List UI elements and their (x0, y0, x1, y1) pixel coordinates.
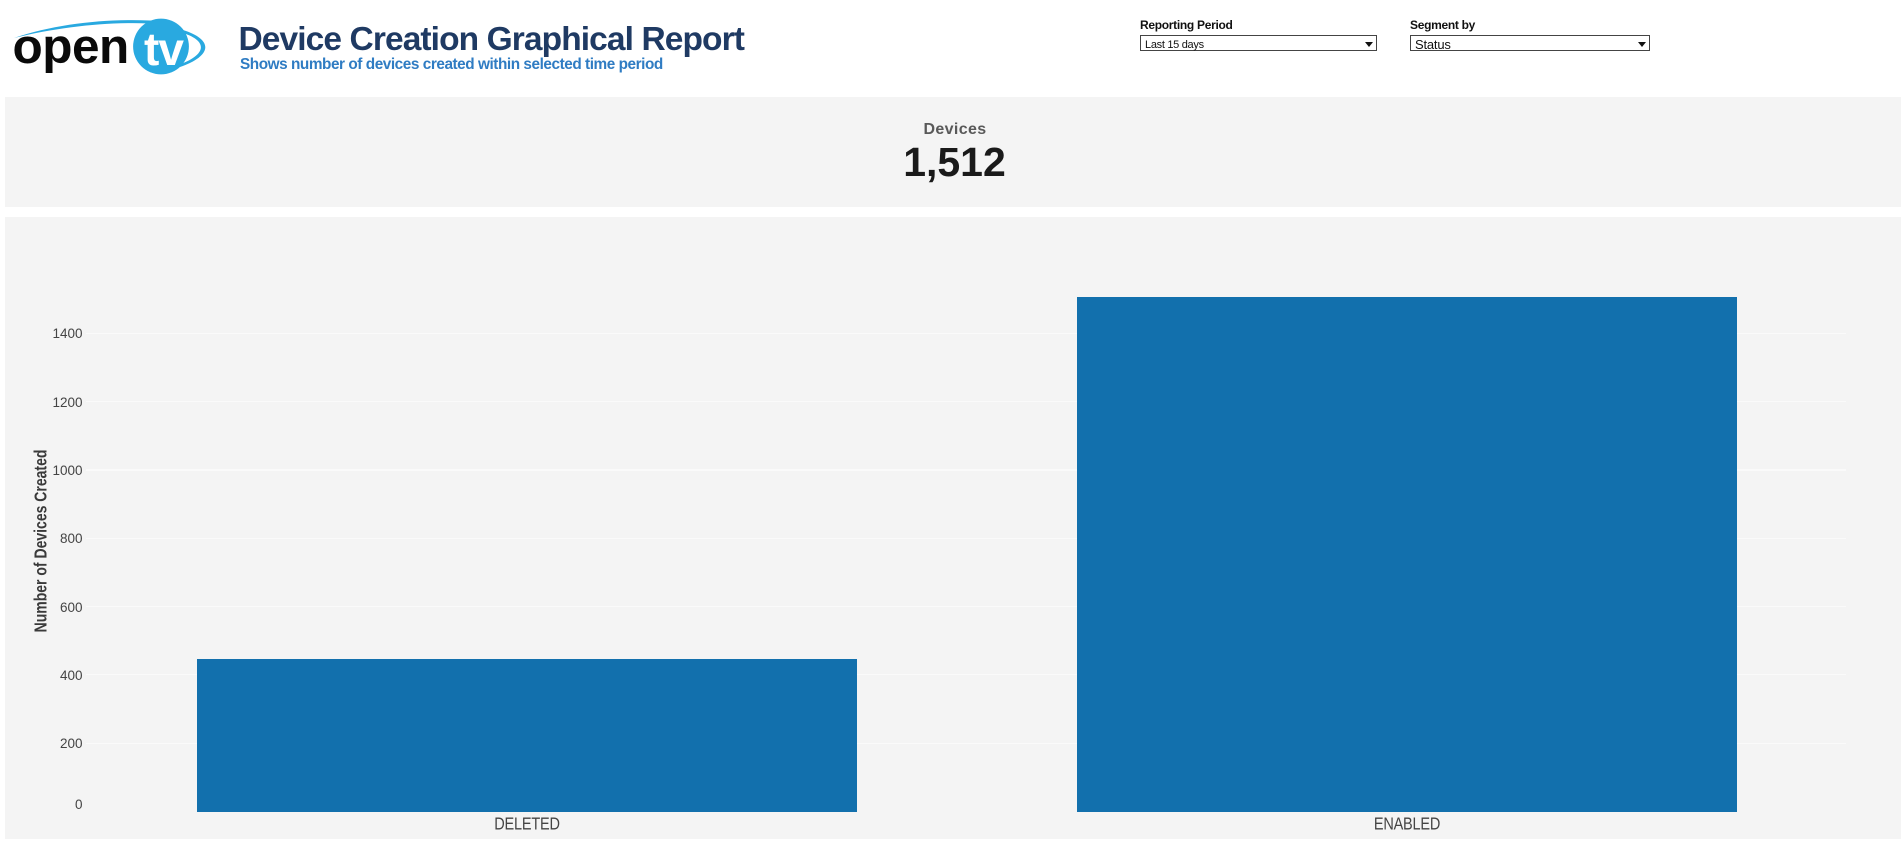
svg-text:tv: tv (144, 23, 184, 75)
svg-text:open: open (13, 19, 129, 74)
